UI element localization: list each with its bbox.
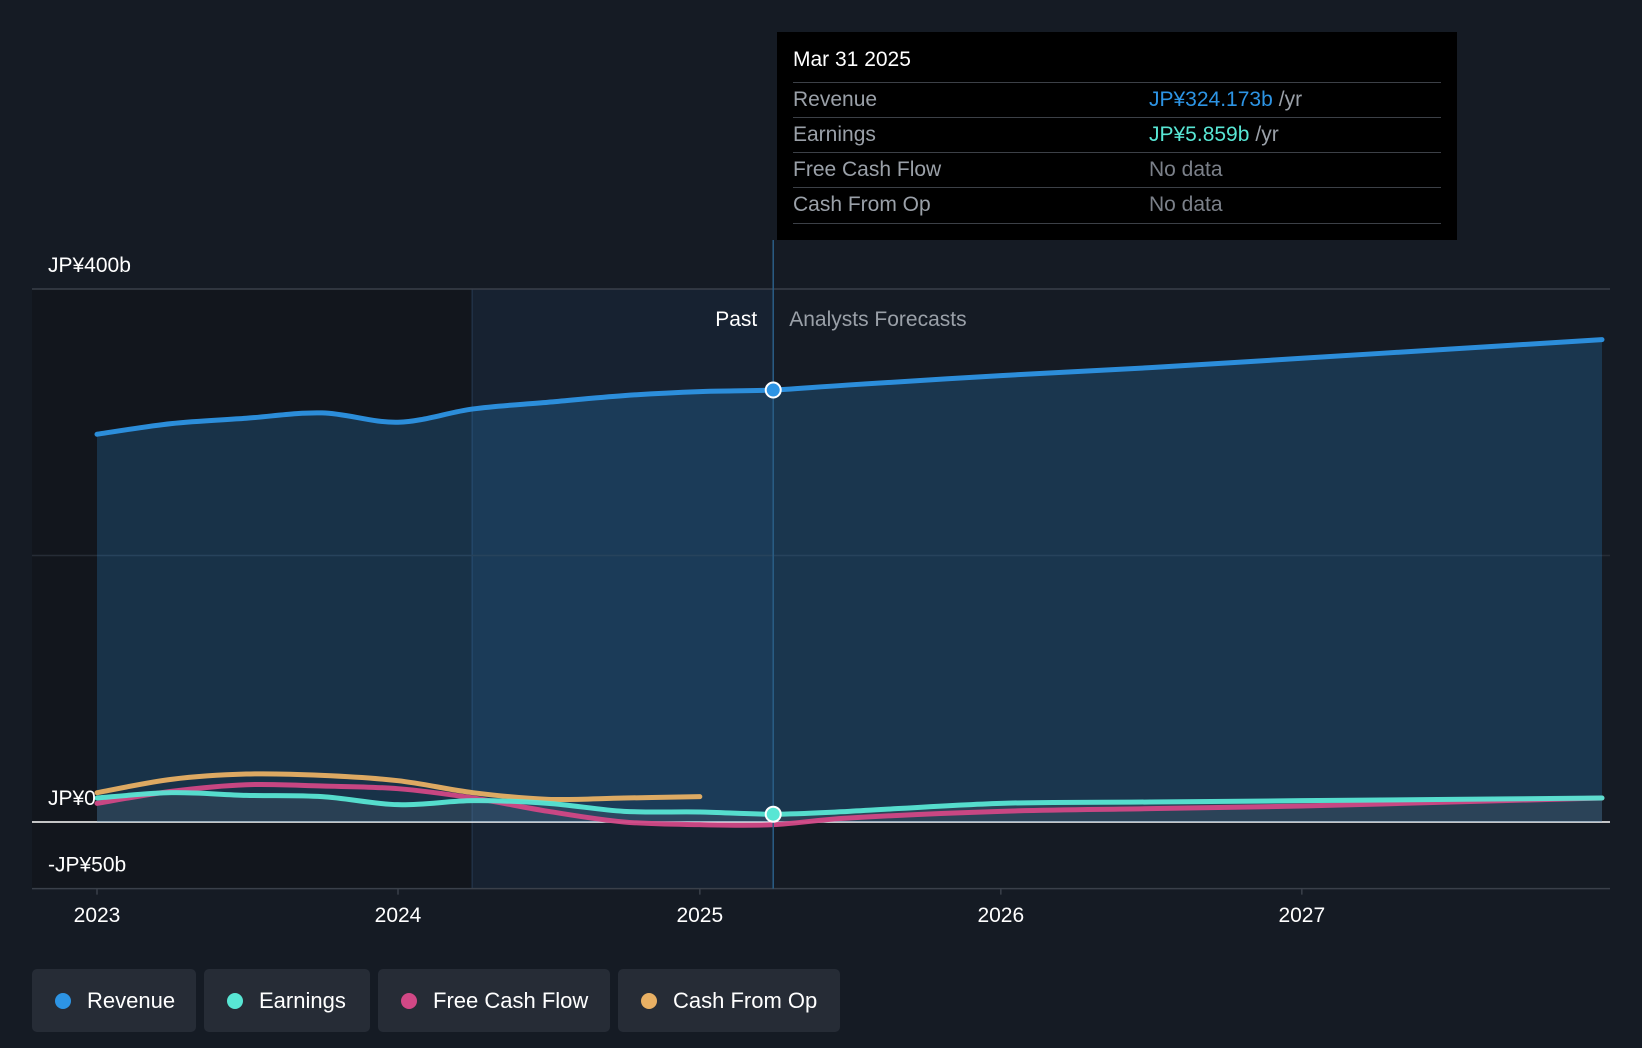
legend-label: Cash From Op [673,987,818,1013]
legend-label: Free Cash Flow [433,987,589,1013]
tooltip-value: No data [1149,193,1223,216]
legend-dot-icon [401,992,417,1009]
y-tick-label: JP¥0 [48,787,96,810]
tooltip-label: Earnings [793,123,876,146]
legend-label: Earnings [259,987,346,1013]
tooltip-label: Free Cash Flow [793,158,942,181]
past-label: Past [715,308,757,331]
legend-item-earnings[interactable]: Earnings [204,969,370,1032]
tooltip-row-earnings: Earnings JP¥5.859b/yr [793,117,1441,153]
tooltip-row-cash-from-op: Cash From Op No data [793,187,1441,224]
line-cash-from-op [94,771,703,803]
tooltip-label: Revenue [793,88,878,111]
line-free-cash-flow [94,781,1605,828]
legend-item-revenue[interactable]: Revenue [32,969,196,1032]
tooltip-value: JP¥324.173b/yr [1149,88,1303,111]
line-revenue [94,337,1605,437]
x-tick-label: 2026 [977,904,1024,927]
tooltip: Mar 31 2025 Revenue JP¥324.173b/yr Earni… [777,32,1457,240]
area-earnings [97,792,1602,822]
y-tick-label: JP¥400b [48,254,131,277]
legend-dot-icon [55,992,71,1009]
area-revenue [97,339,1602,822]
tooltip-value: No data [1149,158,1223,181]
line-earnings [94,790,1605,817]
tooltip-date: Mar 31 2025 [793,48,911,71]
legend-dot-icon [227,992,243,1009]
tooltip-row-free-cash-flow: Free Cash Flow No data [793,152,1441,188]
marker-earnings [764,805,782,823]
forecast-label: Analysts Forecasts [789,308,966,331]
tooltip-label: Cash From Op [793,193,931,216]
x-tick-label: 2025 [676,904,723,927]
x-tick-label: 2027 [1278,904,1325,927]
x-tick-label: 2023 [74,904,121,927]
x-tick-label: 2024 [375,904,422,927]
legend-item-cash-from-op[interactable]: Cash From Op [618,969,840,1032]
tooltip-value: JP¥5.859b/yr [1149,123,1279,146]
legend-dot-icon [641,992,657,1009]
legend-label: Revenue [87,987,176,1013]
marker-revenue [764,381,782,399]
tooltip-row-revenue: Revenue JP¥324.173b/yr [793,82,1441,118]
legend-item-free-cash-flow[interactable]: Free Cash Flow [378,969,610,1032]
y-tick-label: -JP¥50b [48,854,126,877]
